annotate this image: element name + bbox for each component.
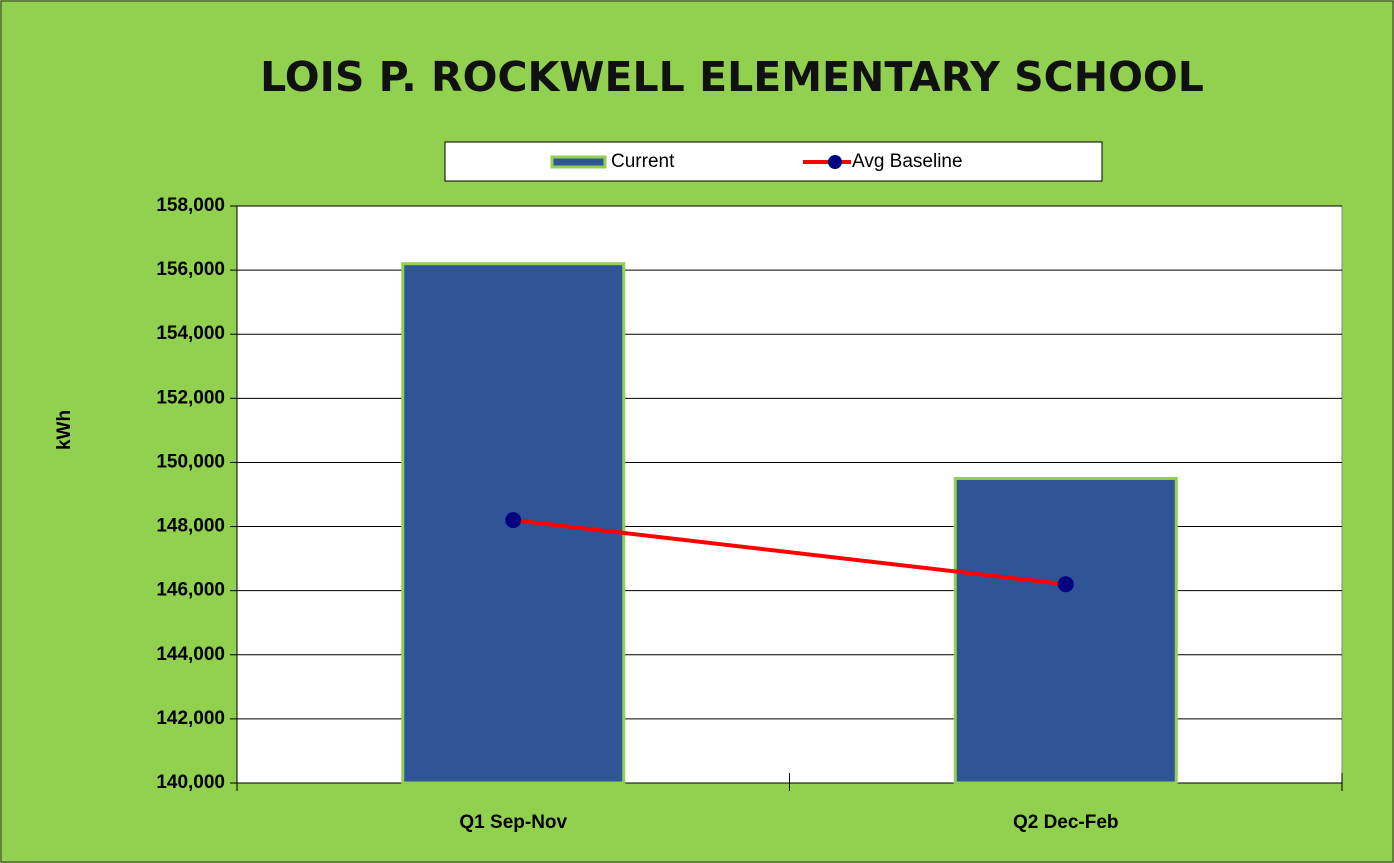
line xyxy=(513,518,1066,587)
legend-label: Avg Baseline xyxy=(852,151,963,172)
bar xyxy=(953,476,1178,785)
legend-marker xyxy=(828,155,842,169)
legend-label: Current xyxy=(611,151,675,172)
line-marker xyxy=(1057,576,1074,593)
legend-swatch xyxy=(550,155,607,169)
y-tick-label: 140,000 xyxy=(156,772,225,793)
y-tick-label: 158,000 xyxy=(156,195,225,216)
y-axis-label: kWh xyxy=(54,410,75,450)
y-tick-label: 152,000 xyxy=(156,387,225,408)
y-tick-label: 144,000 xyxy=(156,644,225,665)
y-tick-label: 142,000 xyxy=(156,708,225,729)
y-tick-label: 146,000 xyxy=(156,580,225,601)
y-tick-label: 148,000 xyxy=(156,516,225,537)
x-tick-label: Q2 Dec-Feb xyxy=(1013,812,1119,833)
y-tick-label: 154,000 xyxy=(156,323,225,344)
line-marker xyxy=(505,512,522,529)
legend-box xyxy=(444,141,1103,182)
chart-title: LOIS P. ROCKWELL ELEMENTARY SCHOOL xyxy=(260,53,1204,101)
y-tick-label: 156,000 xyxy=(156,259,225,280)
x-tick-label: Q1 Sep-Nov xyxy=(459,812,567,833)
y-tick-label: 150,000 xyxy=(156,451,225,472)
